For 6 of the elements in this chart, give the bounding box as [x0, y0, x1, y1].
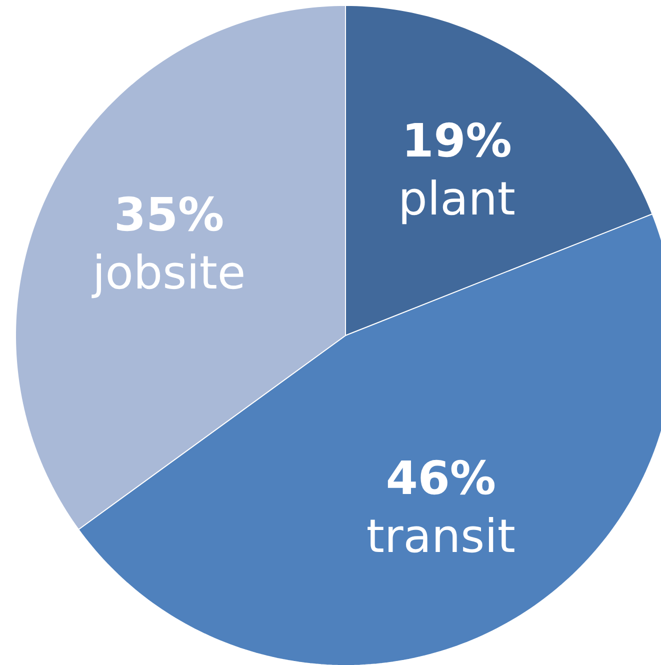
- slice-label: transit: [366, 509, 516, 564]
- slice-label: jobsite: [91, 246, 246, 300]
- data-label: 46%: [386, 451, 496, 506]
- data-label: 35%: [114, 188, 224, 242]
- slice-label: plant: [398, 172, 516, 226]
- data-label: 19%: [402, 114, 512, 168]
